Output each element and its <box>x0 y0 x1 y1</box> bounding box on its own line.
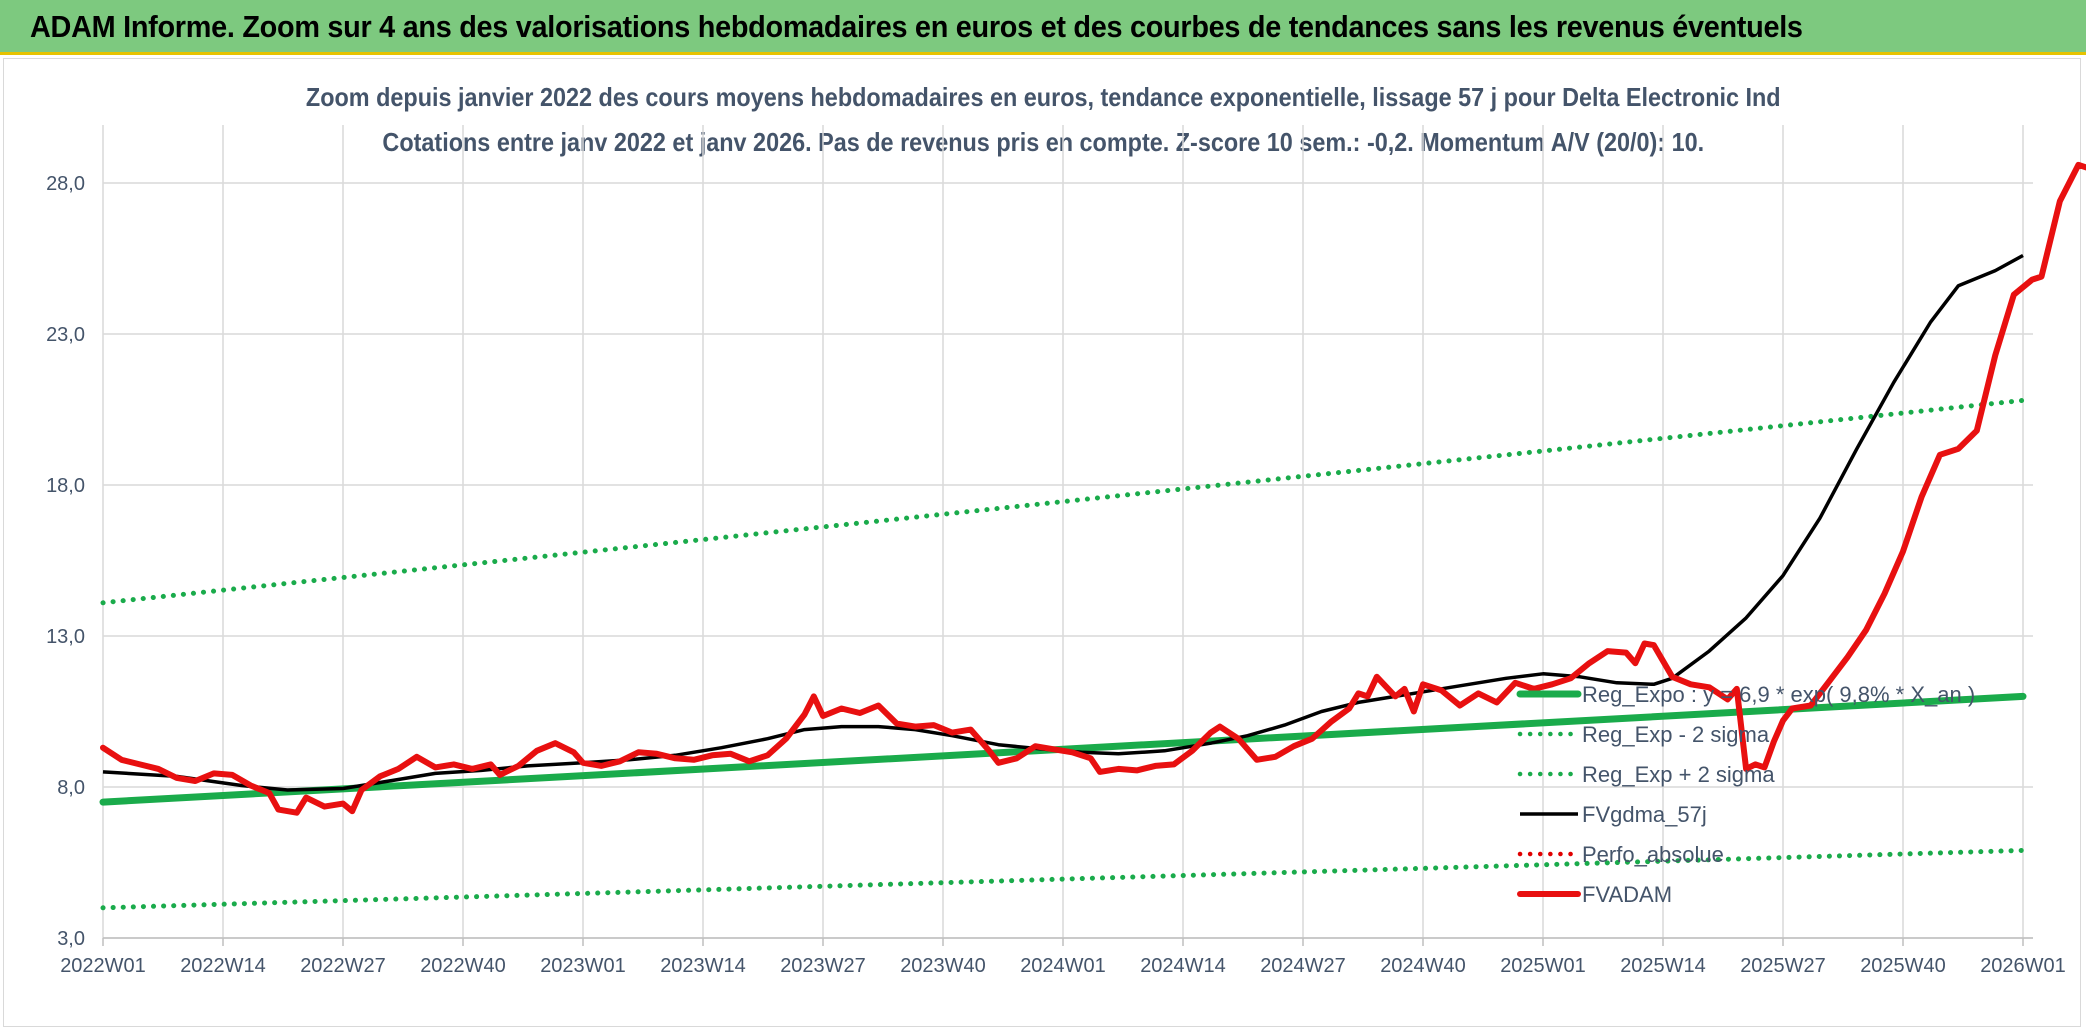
x-tick-label: 2024W01 <box>1020 955 1106 977</box>
x-tick-label: 2022W27 <box>300 955 386 977</box>
chart-subtitle-text: Cotations entre janv 2022 et janv 2026. … <box>382 127 1704 157</box>
y-tick-label: 3,0 <box>57 928 85 950</box>
legend-label: Perfo_absolue <box>1582 842 1724 867</box>
legend-label: FVgdma_57j <box>1582 802 1707 827</box>
series-line-fvadam <box>100 161 2086 816</box>
x-tick-label: 2023W27 <box>780 955 866 977</box>
chart-legend: Reg_Expo : y = 6,9 * exp( 9,8% * X_an ) R… <box>1516 682 1975 907</box>
y-tick-label: 13,0 <box>46 626 85 648</box>
legend-label: Reg_Expo : y = 6,9 * exp( 9,8% * X_an ) <box>1582 682 1975 707</box>
legend-label: Reg_Exp - 2 sigma <box>1582 722 1770 747</box>
report-banner: ADAM Informe. Zoom sur 4 ans des valoris… <box>0 0 2086 55</box>
y-tick-label: 23,0 <box>46 324 85 346</box>
x-tick-label: 2024W14 <box>1140 955 1226 977</box>
y-tick-label: 8,0 <box>57 777 85 799</box>
plot-series <box>99 161 2086 911</box>
gridlines <box>102 125 2033 939</box>
x-tick-label: 2025W27 <box>1740 955 1826 977</box>
series-line-reg-exp-2-sigma <box>100 397 2026 606</box>
series-line-reg-exp-2-sigma <box>100 847 2026 911</box>
x-tick-label: 2026W01 <box>1980 955 2066 977</box>
x-tick-label: 2025W01 <box>1500 955 1586 977</box>
x-tick-label: 2025W14 <box>1620 955 1706 977</box>
chart-frame <box>3 58 2081 1027</box>
x-tick-label: 2022W40 <box>420 955 506 977</box>
x-tick-label: 2022W14 <box>180 955 266 977</box>
y-tick-label: 28,0 <box>46 173 85 195</box>
x-tick-label: 2023W14 <box>660 955 746 977</box>
legend-label: Reg_Exp + 2 sigma <box>1582 762 1775 787</box>
report-title: ADAM Informe. Zoom sur 4 ans des valoris… <box>30 9 1803 44</box>
y-tick-label: 18,0 <box>46 475 85 497</box>
x-tick-label: 2023W40 <box>900 955 986 977</box>
legend-label: FVADAM <box>1582 882 1672 907</box>
x-tick-label: 2023W01 <box>540 955 626 977</box>
axes: 3,0 8,0 13,0 18,0 23,0 28,0 2022W01 2022W14 2022… <box>46 173 2066 977</box>
x-tick-label: 2022W01 <box>60 955 146 977</box>
chart-subtitle: Cotations entre janv 2022 et janv 2026. … <box>0 127 2086 158</box>
chart-title: Zoom depuis janvier 2022 des cours moyen… <box>0 82 2086 113</box>
x-tick-label: 2024W40 <box>1380 955 1466 977</box>
x-tick-label: 2024W27 <box>1260 955 1346 977</box>
x-tick-label: 2025W40 <box>1860 955 1946 977</box>
chart-title-text: Zoom depuis janvier 2022 des cours moyen… <box>305 82 1781 112</box>
